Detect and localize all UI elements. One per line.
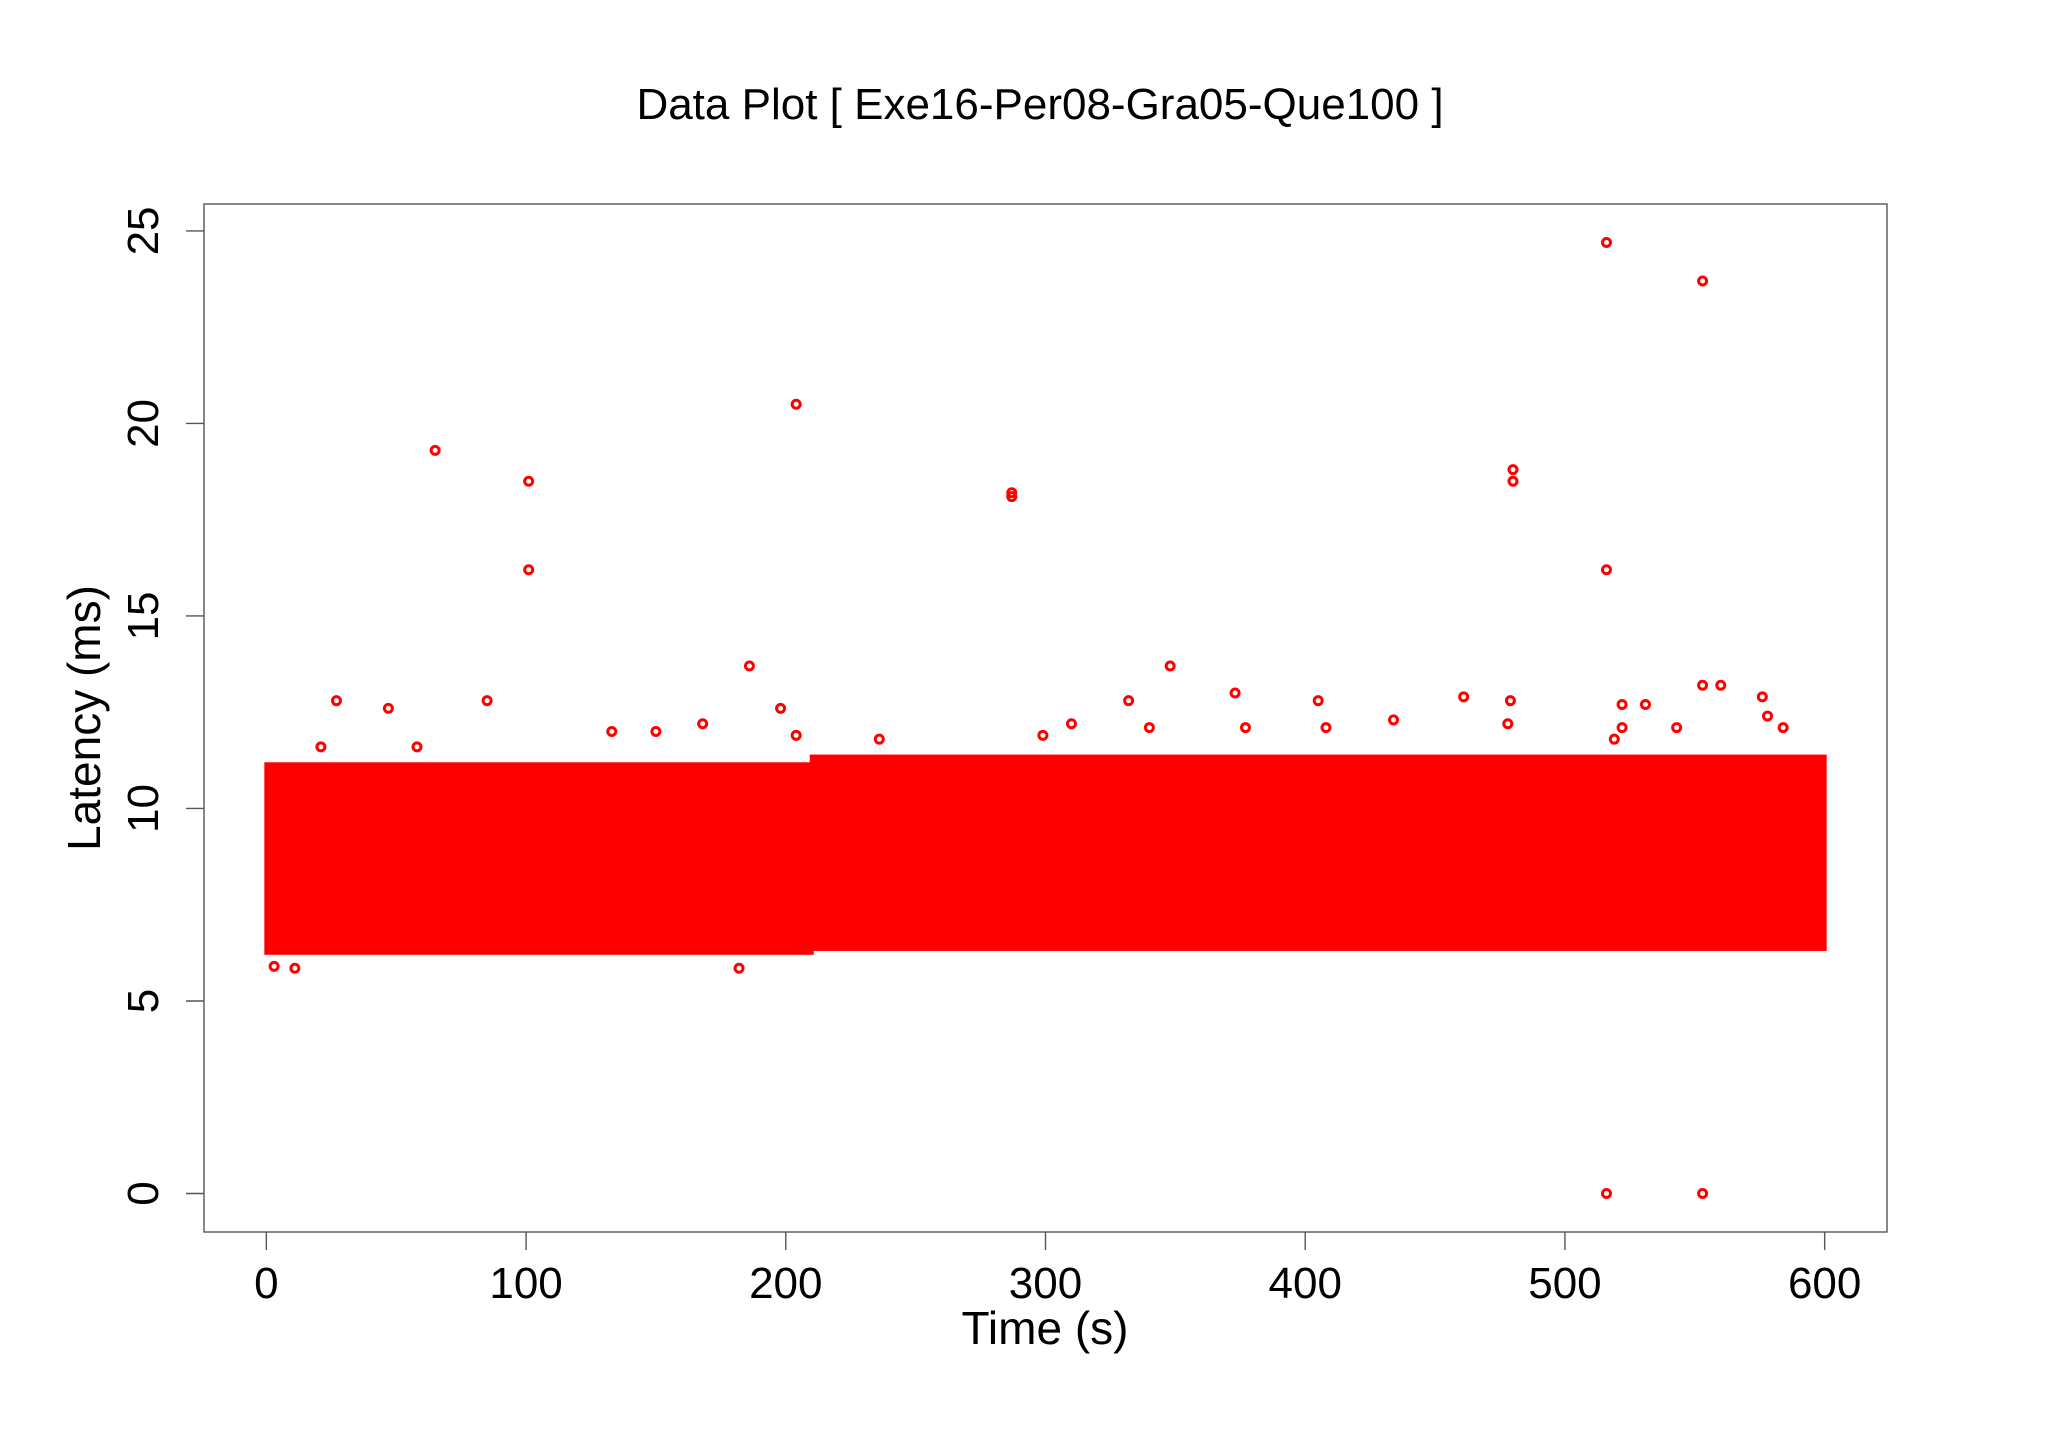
y-tick-label: 25: [119, 206, 168, 255]
y-tick-label: 15: [119, 591, 168, 640]
data-point: [481, 695, 493, 707]
data-point: [873, 733, 885, 745]
dense-point-region: [809, 754, 1827, 951]
data-point: [1601, 1187, 1612, 1199]
data-point: [1601, 564, 1612, 576]
dense-point-region: [264, 762, 814, 955]
data-point: [1458, 691, 1470, 703]
data-point: [1320, 722, 1332, 734]
data-point: [775, 702, 787, 714]
data-point: [1756, 691, 1768, 703]
data-point: [315, 741, 327, 753]
x-tick-label: 500: [1528, 1259, 1601, 1308]
data-point: [1507, 464, 1519, 476]
data-point: [790, 729, 802, 741]
y-axis-label: Latency (ms): [58, 585, 110, 851]
data-point: [1608, 733, 1620, 745]
data-point: [330, 695, 342, 707]
data-point: [1777, 722, 1789, 734]
data-point: [697, 718, 709, 730]
data-point: [289, 962, 301, 974]
data-point: [523, 475, 535, 487]
plot-frame: [203, 203, 1888, 1233]
data-point: [1123, 695, 1135, 707]
data-point: [1006, 487, 1018, 499]
data-point: [1504, 695, 1516, 707]
data-point: [1697, 1187, 1709, 1199]
x-tick-label: 200: [749, 1259, 822, 1308]
data-point: [650, 725, 662, 737]
data-point: [606, 725, 618, 737]
data-point: [1229, 687, 1241, 699]
x-tick-label: 100: [489, 1259, 562, 1308]
y-tick-label: 0: [119, 1181, 168, 1205]
x-tick-label: 600: [1788, 1259, 1861, 1308]
data-point: [1037, 729, 1049, 741]
data-point: [1164, 660, 1176, 672]
y-axis: 0 5 10 15 20 25: [119, 206, 204, 1206]
y-tick-label: 5: [119, 989, 168, 1013]
data-point: [1697, 679, 1709, 691]
data-point: [1616, 722, 1628, 734]
data-point: [523, 564, 535, 576]
data-point: [1639, 699, 1651, 711]
data-point: [429, 444, 441, 456]
data-point: [1697, 275, 1709, 287]
data-point: [1388, 714, 1400, 726]
data-point: [1239, 722, 1251, 734]
data-point: [1006, 491, 1018, 503]
data-point: [743, 660, 755, 672]
data-point: [1715, 679, 1727, 691]
data-point: [1065, 718, 1077, 730]
scatter-points: [268, 237, 1789, 1199]
data-point: [268, 960, 280, 972]
data-point: [733, 962, 745, 974]
data-point: [382, 702, 394, 714]
data-point: [1502, 718, 1514, 730]
x-axis-label: Time (s): [962, 1302, 1129, 1354]
y-tick-label: 10: [119, 784, 168, 833]
dense-point-band: [264, 754, 1827, 955]
data-point: [1762, 710, 1774, 722]
y-tick-label: 20: [119, 399, 168, 448]
data-point: [1507, 475, 1519, 487]
data-point: [411, 741, 423, 753]
data-point: [1312, 695, 1324, 707]
x-tick-label: 0: [254, 1259, 278, 1308]
data-point: [790, 398, 802, 410]
data-point: [1601, 237, 1612, 249]
x-tick-label: 300: [1009, 1259, 1082, 1308]
data-point: [1671, 722, 1683, 734]
data-point: [1143, 722, 1155, 734]
x-axis: 0 100 200 300 400 500 600: [254, 1232, 1861, 1308]
data-point: [1616, 699, 1628, 711]
chart-title: Data Plot [ Exe16-Per08-Gra05-Que100 ]: [636, 80, 1443, 129]
x-tick-label: 400: [1269, 1259, 1342, 1308]
